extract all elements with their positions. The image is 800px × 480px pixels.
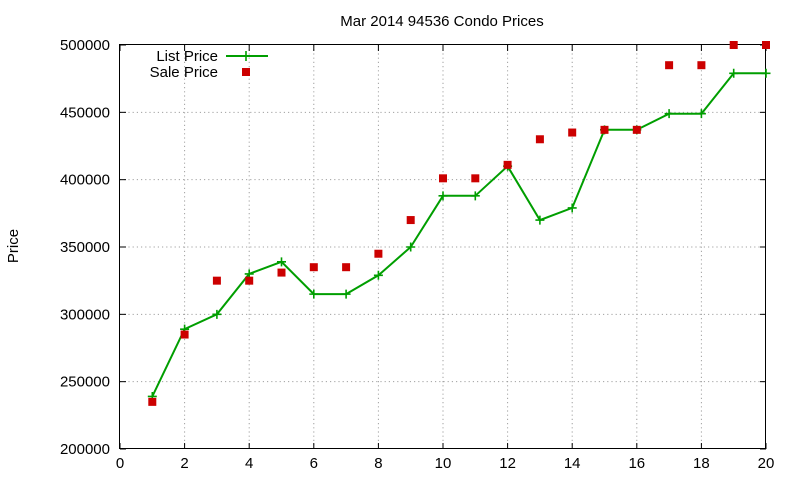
x-tick-label: 4	[245, 455, 253, 472]
list-price-point	[664, 109, 674, 119]
legend: List Price Sale Price	[150, 48, 268, 81]
y-tick-label: 450000	[60, 104, 110, 121]
list-price-point	[761, 68, 771, 78]
y-axis-ticks: 200000 250000 300000 350000 400000 450000 5000…	[60, 37, 766, 458]
sale-price-point	[762, 41, 770, 49]
sale-price-point	[729, 41, 738, 49]
sale-price-point	[535, 135, 544, 144]
sale-price-point	[342, 263, 351, 272]
y-tick-label: 200000	[60, 441, 110, 458]
axes	[119, 44, 766, 449]
y-tick-label: 300000	[60, 306, 110, 323]
legend-marker-sale-price	[242, 68, 250, 76]
sale-price-point	[665, 61, 674, 70]
x-tick-label: 14	[564, 455, 581, 472]
x-tick-label: 16	[628, 455, 645, 472]
legend-marker-list-price	[241, 51, 251, 61]
sale-price-point	[406, 216, 415, 225]
list-price-point	[373, 270, 383, 280]
x-tick-label: 12	[499, 455, 516, 472]
x-tick-label: 18	[693, 455, 710, 472]
sale-price-point	[568, 128, 577, 137]
sale-price-point	[212, 276, 221, 285]
sale-price-point	[632, 125, 641, 134]
list-price-point	[696, 109, 706, 119]
sale-price-point	[148, 397, 157, 406]
plot-area-border	[119, 44, 766, 449]
sale-price-point	[600, 125, 609, 134]
sale-price-point	[471, 174, 480, 183]
series-1	[148, 41, 770, 406]
sale-price-point	[245, 276, 254, 285]
x-tick-label: 2	[180, 455, 188, 472]
x-tick-label: 10	[435, 455, 452, 472]
sale-price-point	[309, 263, 318, 272]
list-price-point	[277, 257, 286, 267]
chart-title: Mar 2014 94536 Condo Prices	[340, 13, 543, 30]
sale-price-point	[697, 61, 706, 70]
sale-price-point	[277, 268, 286, 277]
list-price-point	[212, 309, 222, 319]
list-price-point	[729, 68, 739, 78]
sale-price-point	[439, 174, 447, 183]
y-tick-label: 400000	[60, 172, 110, 189]
y-tick-label: 500000	[60, 37, 110, 54]
x-tick-label: 0	[116, 455, 124, 472]
list-price-point	[406, 242, 416, 252]
sale-price-point	[180, 330, 189, 339]
series-0	[147, 68, 771, 401]
x-tick-label: 20	[758, 455, 775, 472]
legend-label-sale-price: Sale Price	[150, 64, 218, 81]
list-price-point	[309, 289, 319, 299]
y-tick-label: 250000	[60, 374, 110, 391]
sale-price-point	[374, 249, 383, 258]
list-price-point	[567, 203, 577, 213]
list-price-point	[341, 289, 351, 299]
list-price-point	[470, 191, 480, 201]
list-price-point	[535, 215, 545, 225]
x-tick-label: 6	[310, 455, 318, 472]
list-price-line	[151, 72, 766, 397]
legend-label-list-price: List Price	[156, 48, 218, 65]
x-tick-label: 8	[374, 455, 382, 472]
list-price-point	[438, 191, 448, 201]
grid	[120, 45, 766, 449]
series	[147, 41, 771, 406]
y-axis-label: Price	[5, 229, 22, 263]
sale-price-point	[503, 160, 512, 169]
x-axis-ticks: 0 2 4 6 8 10 12 14 16 18 20	[116, 45, 775, 472]
y-tick-label: 350000	[60, 239, 110, 256]
